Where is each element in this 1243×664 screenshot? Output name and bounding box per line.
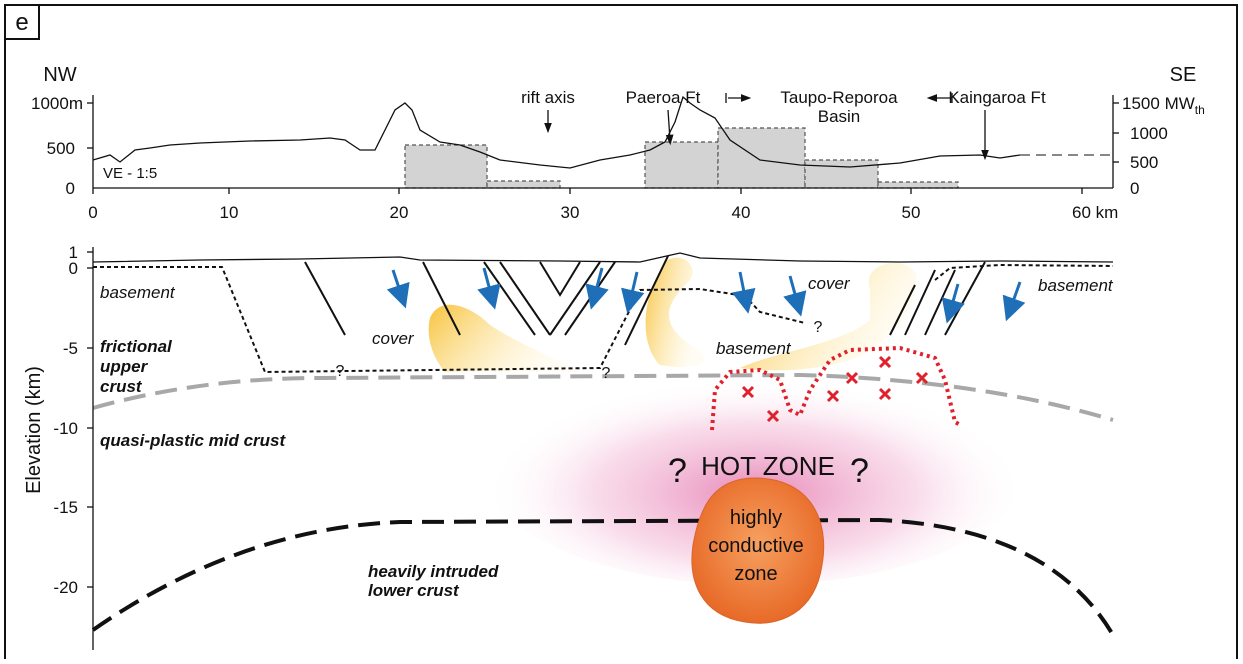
figure: e NW SE 1000m 500 0 1500 MWth 1000 500 0… — [0, 0, 1243, 659]
right-tick: 1500 MWth — [1122, 94, 1205, 117]
conductive-label: zone — [734, 563, 777, 585]
region-label: frictional — [100, 337, 173, 356]
unit: MW — [1165, 94, 1195, 113]
x-tick: 0 — [88, 203, 97, 222]
nw-label: NW — [43, 64, 76, 86]
x-tick: 60 km — [1072, 203, 1118, 222]
x-tick: 40 — [732, 203, 751, 222]
annotation: Kaingaroa Ft — [948, 88, 1046, 107]
annotation: Taupo-Reporoa — [780, 88, 898, 107]
region-label: basement — [1038, 276, 1114, 295]
annotation: rift axis — [521, 88, 575, 107]
right-tick: 0 — [1130, 179, 1139, 198]
y-axis-title: Elevation (km) — [23, 366, 45, 494]
region-label: basement — [100, 283, 176, 302]
hot-zone-label: HOT ZONE — [701, 451, 835, 481]
region-label: cover — [372, 329, 415, 348]
x-tick: 20 — [390, 203, 409, 222]
topography — [93, 97, 1020, 168]
region-label: heavily intruded — [368, 562, 499, 581]
y-tick: -20 — [53, 578, 78, 597]
question-mark: ? — [814, 319, 823, 336]
surface — [93, 253, 1113, 262]
x-tick: 50 — [902, 203, 921, 222]
left-tick: 0 — [66, 179, 75, 198]
y-tick: 0 — [69, 259, 78, 278]
x-tick: 10 — [220, 203, 239, 222]
conductive-label: highly — [730, 507, 782, 529]
region-label: upper — [100, 357, 149, 376]
panel-label: e — [15, 9, 28, 36]
y-tick: -15 — [53, 498, 78, 517]
left-tick: 500 — [47, 139, 75, 158]
right-tick: 1000 — [1130, 124, 1168, 143]
unit-sub: th — [1195, 103, 1205, 117]
y-tick: -5 — [63, 339, 78, 358]
region-label: cover — [808, 274, 851, 293]
question-mark: ? — [668, 452, 687, 490]
region-label: basement — [716, 339, 792, 358]
annotation: Basin — [818, 107, 861, 126]
cover-body — [429, 305, 580, 372]
conductive-label: conductive — [708, 535, 804, 557]
se-label: SE — [1170, 64, 1197, 86]
x-tick: 30 — [561, 203, 580, 222]
right-tick: 500 — [1130, 153, 1158, 172]
right-tick-value: 1500 — [1122, 94, 1160, 113]
y-tick: -10 — [53, 419, 78, 438]
cover-body — [646, 258, 705, 367]
section-panel: Elevation (km) 1 0 -5 -10 -15 -20 baseme… — [23, 243, 1114, 650]
ve-label: VE - 1:5 — [103, 165, 157, 182]
annotation: Paeroa Ft — [626, 88, 701, 107]
left-tick: 1000m — [31, 94, 83, 113]
region-label: quasi-plastic mid crust — [100, 431, 286, 450]
profile-panel: NW SE 1000m 500 0 1500 MWth 1000 500 0 0… — [31, 64, 1205, 222]
region-label: lower crust — [368, 581, 460, 600]
question-mark: ? — [850, 452, 869, 490]
question-mark: ? — [602, 365, 611, 382]
question-mark: ? — [336, 363, 345, 380]
region-label: crust — [100, 377, 143, 396]
